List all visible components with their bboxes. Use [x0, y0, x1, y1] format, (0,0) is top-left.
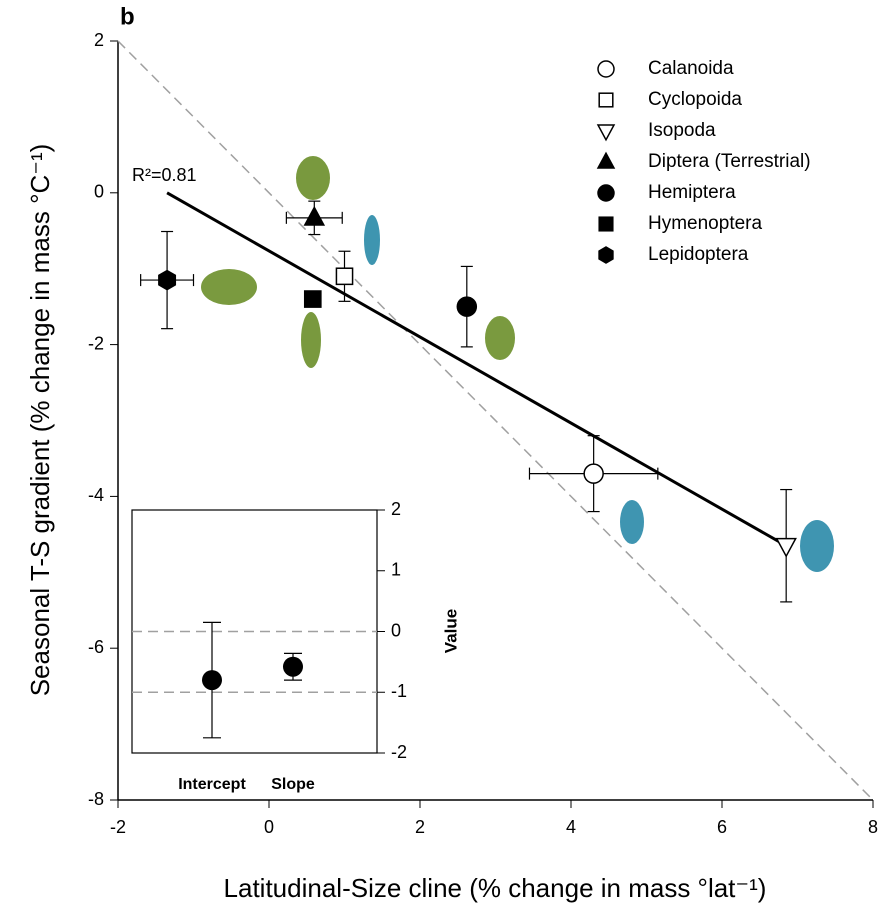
y-tick-label: -4	[88, 485, 104, 505]
marker	[598, 246, 614, 264]
y-tick-label: -6	[88, 637, 104, 657]
marker	[335, 267, 354, 286]
marker	[456, 296, 478, 317]
legend-label: Calanoida	[648, 58, 734, 79]
x-tick-label: 6	[717, 817, 727, 837]
x-axis-title: Latitudinal-Size cline (% change in mass…	[224, 873, 767, 903]
icons	[201, 156, 834, 572]
marker	[598, 216, 614, 232]
marker	[598, 92, 614, 108]
y-tick-label: 2	[391, 499, 401, 519]
legend-label: Lepidoptera	[648, 244, 749, 265]
panel-label: b	[120, 3, 135, 30]
marker	[596, 151, 616, 169]
y-tick-label: 0	[94, 182, 104, 202]
x-tick-label: 2	[415, 817, 425, 837]
x-tick-label: 4	[566, 817, 576, 837]
r2-annotation: R²=0.81	[132, 165, 197, 185]
legend-label: Cyclopoida	[648, 89, 742, 110]
marker	[303, 290, 322, 308]
marker	[597, 60, 615, 78]
marker	[202, 670, 222, 691]
y-tick-label: -8	[88, 789, 104, 809]
marker	[303, 205, 326, 226]
x-tick-label: 8	[868, 817, 878, 837]
legend-label: Hemiptera	[648, 182, 736, 203]
fit-line	[166, 191, 787, 548]
marker	[597, 184, 615, 202]
marker	[283, 656, 303, 677]
y-tick-label: -2	[391, 742, 407, 762]
x-tick-label: Slope	[271, 776, 315, 793]
reference-line	[117, 40, 874, 801]
marker	[596, 124, 616, 142]
legend-label: Isopoda	[648, 120, 716, 141]
y-tick-label: -2	[88, 333, 104, 353]
marker	[583, 463, 604, 484]
x-tick-label: -2	[110, 817, 126, 837]
x-tick-label: 0	[264, 817, 274, 837]
y-tick-label: -1	[391, 681, 407, 701]
marker	[158, 269, 177, 291]
y-tick-label: 0	[391, 620, 401, 640]
marker	[775, 537, 797, 558]
x-tick-label: Intercept	[178, 776, 246, 793]
y-axis-title: Value	[441, 609, 460, 653]
y-tick-label: 2	[94, 30, 104, 50]
legend-label: Hymenoptera	[648, 213, 762, 234]
y-axis-title: Seasonal T-S gradient (% change in mass …	[25, 144, 55, 697]
legend-label: Diptera (Terrestrial)	[648, 151, 811, 172]
y-tick-label: 1	[391, 560, 401, 580]
